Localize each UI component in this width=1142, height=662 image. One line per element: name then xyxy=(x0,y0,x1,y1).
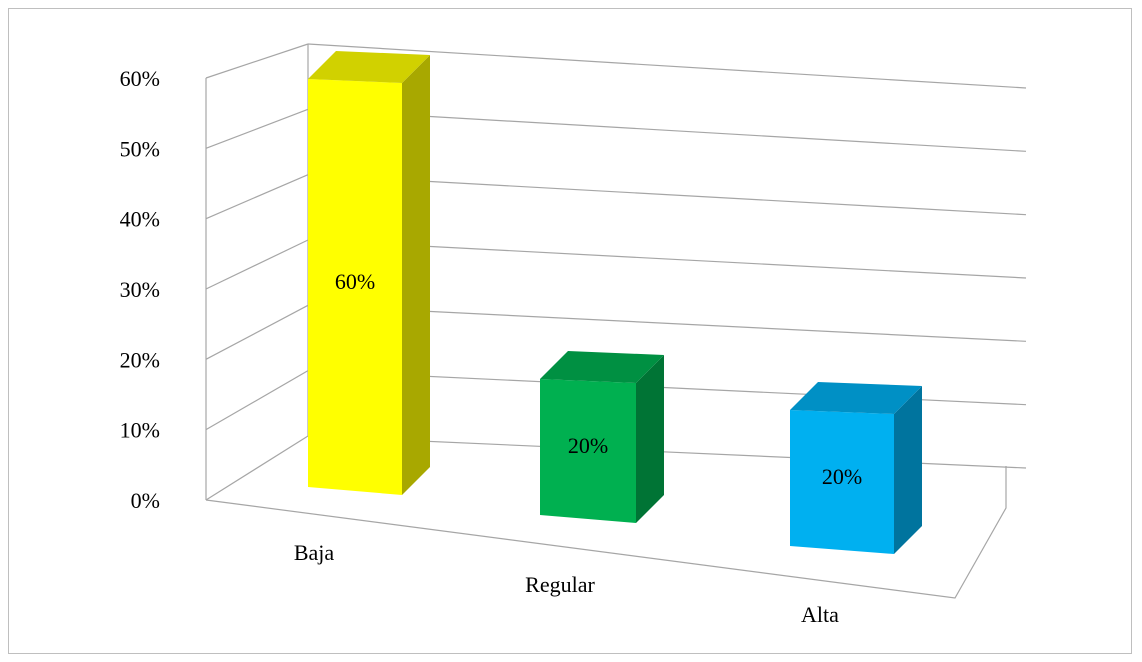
data-label: 60% xyxy=(335,269,375,294)
data-label: 20% xyxy=(568,433,608,458)
gridline-side xyxy=(205,174,309,220)
y-tick-label: 40% xyxy=(120,207,160,232)
bar-side xyxy=(894,386,922,554)
y-axis-ticks: 0% 10% 20% 30% 40% 50% 60% xyxy=(120,66,160,513)
y-tick-label: 30% xyxy=(120,277,160,302)
gridline-side xyxy=(205,108,309,149)
x-axis-categories: Baja Regular Alta xyxy=(294,540,839,627)
bar-side xyxy=(636,355,664,523)
data-label: 20% xyxy=(822,464,862,489)
gridline-side xyxy=(205,304,309,360)
category-label: Alta xyxy=(801,602,839,627)
gridline-side xyxy=(205,435,309,501)
y-tick-label: 20% xyxy=(120,347,160,372)
gridline-side xyxy=(205,43,309,79)
y-tick-label: 60% xyxy=(120,66,160,91)
bar-top xyxy=(540,351,664,383)
bar-side xyxy=(402,55,430,495)
category-label: Baja xyxy=(294,540,335,565)
bar-top xyxy=(790,382,922,414)
bar-front xyxy=(540,379,636,523)
bar-baja: 60% xyxy=(308,51,430,495)
bar-alta: 20% xyxy=(790,382,922,554)
chart-frame xyxy=(8,8,1132,654)
bar-front xyxy=(308,79,402,495)
y-tick-label: 0% xyxy=(131,488,160,513)
y-tick-label: 50% xyxy=(120,136,160,161)
bar-front xyxy=(790,410,894,554)
gridline-side xyxy=(205,239,309,290)
y-tick-label: 10% xyxy=(120,418,160,443)
gridline-back xyxy=(307,43,1027,89)
category-label: Regular xyxy=(525,572,595,597)
bar-top xyxy=(308,51,430,83)
bar-regular: 20% xyxy=(540,351,664,523)
bars: 60% 20% 20% xyxy=(308,51,922,554)
gridline-side xyxy=(205,370,309,431)
floor-edge xyxy=(205,466,1007,599)
